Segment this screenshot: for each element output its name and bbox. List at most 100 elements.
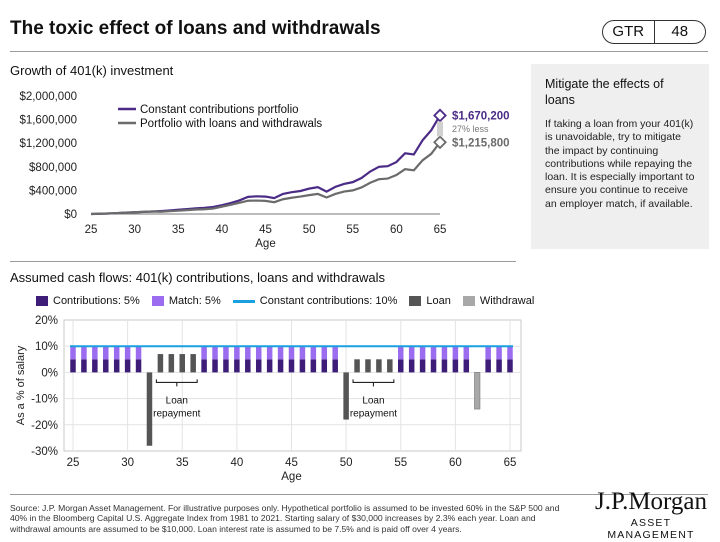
repayment-label-line2: repayment: [153, 408, 200, 419]
bar-contribution: [441, 359, 448, 373]
bar-match: [255, 346, 262, 360]
x-tick-label: 35: [176, 457, 189, 469]
jpmorgan-logo: J.P.Morgan ASSET MANAGEMENT: [592, 488, 710, 542]
sidebar-panel: Mitigate the effects of loans If taking …: [531, 64, 709, 249]
bar-contribution: [223, 359, 229, 373]
bar-contribution: [201, 359, 207, 373]
x-tick-label: 40: [215, 224, 228, 236]
plot-frame: [63, 319, 522, 452]
legend-label-contributions: Contributions: 5%: [53, 295, 140, 307]
repayment-label-line1: Loan: [362, 395, 384, 406]
bar-match: [430, 346, 437, 360]
bar-contribution: [92, 359, 98, 373]
bar-contribution: [255, 359, 262, 373]
bar-match: [332, 346, 338, 360]
logo-wordmark: J.P.Morgan: [594, 488, 708, 515]
bar-contribution: [234, 359, 240, 373]
bar-withdrawal: [474, 372, 481, 410]
bar-contribution: [463, 359, 470, 373]
bar-contribution: [299, 359, 306, 373]
bar-match: [70, 346, 76, 360]
bar-contribution: [81, 359, 87, 373]
y-axis-label: As a % of salary: [15, 345, 27, 425]
bar-match: [277, 346, 284, 360]
legend-label-constant: Constant contributions: 10%: [259, 295, 398, 307]
bar-match: [452, 346, 459, 360]
x-tick-label: 45: [285, 457, 298, 469]
x-axis-label: Age: [281, 471, 301, 483]
legend-label: Portfolio with loans and withdrawals: [140, 118, 322, 130]
legend-label-loan: Loan: [426, 295, 451, 307]
bar-match: [463, 346, 470, 360]
gap-band: [437, 121, 443, 137]
bar-contribution: [212, 359, 218, 373]
y-tick-label: -10%: [31, 394, 58, 406]
bar-loan-repayment: [354, 359, 360, 373]
growth-chart: $0 $400,000 $800,000 $1,200,000 $1,600,000 $2…: [19, 91, 510, 250]
cashflow-chart-title: Assumed cash flows: 401(k) contributions…: [10, 270, 386, 285]
x-axis-label: Age: [255, 238, 275, 250]
y-tick-label: $1,200,000: [19, 138, 77, 150]
bar-contribution: [332, 359, 338, 373]
y-tick-label: 10%: [35, 341, 58, 353]
cashflow-legend: Contributions: 5% Match: 5% Constant con…: [36, 295, 534, 307]
footer-divider: [10, 494, 708, 495]
y-tick-label: $2,000,000: [19, 91, 77, 103]
series-end-marker: [433, 135, 447, 150]
x-tick-label: 60: [449, 457, 462, 469]
sidebar-heading: Mitigate the effects of loans: [545, 77, 664, 107]
legend-swatch-contributions: [36, 296, 48, 306]
bar-match: [288, 346, 295, 360]
bar-contribution: [507, 359, 513, 373]
header-divider: [10, 51, 708, 52]
legend-item-constant: Constant contributions: 10%: [232, 295, 398, 307]
badge-page-number: 48: [671, 23, 689, 40]
bar-match: [124, 346, 131, 360]
gap-annotation: 27% less: [452, 124, 489, 134]
bar-match: [408, 346, 415, 360]
badge-section: GTR: [603, 21, 655, 43]
page-title: The toxic effect of loans and withdrawal…: [10, 18, 381, 39]
legend-label-match: Match: 5%: [168, 295, 221, 307]
growth-chart-title: Growth of 401(k) investment: [10, 63, 174, 78]
bar-match: [496, 346, 502, 360]
bar-contribution: [245, 359, 251, 373]
bar-contribution: [419, 359, 426, 373]
bar-match: [103, 346, 109, 360]
series-line-1: [90, 141, 441, 216]
series-end-label: $1,215,800: [452, 137, 510, 149]
legend-item-withdrawal: Withdrawal: [462, 295, 535, 307]
legend-label-withdrawal: Withdrawal: [479, 295, 535, 307]
bar-contribution: [135, 359, 142, 373]
y-tick-label: $400,000: [29, 185, 77, 197]
series-line-0: [90, 114, 441, 216]
bar-contribution: [321, 359, 328, 373]
legend-label: Constant contributions portfolio: [140, 104, 299, 116]
x-tick-label: 65: [434, 224, 447, 236]
bar-contribution: [485, 359, 491, 373]
x-tick-label: 30: [128, 224, 141, 236]
y-tick-label: $800,000: [29, 162, 77, 174]
bar-match: [245, 346, 251, 360]
bar-contribution: [124, 359, 131, 373]
bar-contribution: [266, 359, 273, 373]
x-tick-label: 40: [230, 457, 243, 469]
bar-match: [310, 346, 317, 360]
y-tick-label: 0%: [41, 367, 58, 379]
bar-loan-repayment: [179, 354, 185, 373]
bar-match: [441, 346, 448, 360]
bar-contribution: [277, 359, 284, 373]
y-tick-label: -20%: [31, 420, 58, 432]
guide-page-badge: GTR 48: [602, 20, 706, 44]
y-tick-label: $0: [64, 209, 77, 221]
x-tick-label: 25: [85, 224, 98, 236]
repayment-label-line1: Loan: [166, 395, 188, 406]
bar-match: [234, 346, 240, 360]
bar-contribution: [288, 359, 295, 373]
repayment-bracket: [352, 379, 395, 387]
bar-contribution: [398, 359, 404, 373]
logo-subtitle: ASSET MANAGEMENT: [607, 517, 695, 541]
bar-loan: [146, 372, 153, 446]
bar-match: [299, 346, 306, 360]
y-tick-label: 20%: [35, 315, 58, 327]
